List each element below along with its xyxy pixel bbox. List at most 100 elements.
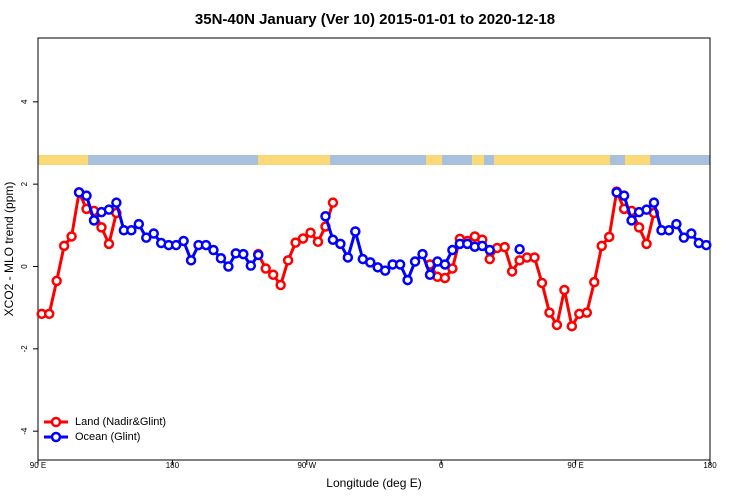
data-point [290, 237, 301, 248]
legend-label: Ocean (Glint) [75, 431, 140, 443]
data-point [365, 257, 376, 268]
y-tick-label: 2 [20, 181, 29, 186]
data-point [185, 255, 197, 266]
x-axis-label: Longitude (deg E) [326, 476, 421, 490]
data-point [141, 232, 152, 243]
land-segment [258, 155, 330, 165]
series [36, 186, 660, 332]
data-point [320, 211, 331, 222]
data-point [81, 190, 92, 201]
data-point [439, 259, 451, 270]
data-point [663, 225, 675, 236]
land-segment [625, 155, 650, 165]
data-point [402, 274, 413, 286]
x-tick-label: 180 [166, 461, 180, 470]
data-point [536, 277, 548, 289]
data-point [514, 243, 525, 255]
data-point [178, 235, 189, 247]
chart-title: 35N-40N January (Ver 10) 2015-01-01 to 2… [195, 11, 555, 28]
data-point [671, 218, 682, 230]
data-point [484, 244, 495, 256]
data-point [566, 320, 578, 332]
land-segment [472, 155, 484, 165]
data-point [66, 231, 77, 242]
land-segment [38, 155, 88, 165]
data-point [305, 227, 316, 238]
data-point [544, 307, 555, 318]
land-segment [426, 155, 442, 165]
data-point [327, 197, 339, 208]
x-tick-label: 90 E [30, 461, 46, 470]
x-tick-label: 90 E [567, 461, 583, 470]
data-point [701, 239, 712, 251]
data-point [88, 215, 100, 226]
series [73, 187, 712, 286]
data-point [312, 236, 324, 248]
data-point [447, 263, 458, 274]
data-point [208, 244, 219, 256]
data-point [641, 238, 652, 250]
data-point [686, 228, 697, 239]
data-point [103, 238, 115, 250]
data-point [581, 307, 593, 318]
y-tick-label: -4 [20, 427, 29, 435]
data-point [626, 215, 637, 226]
data-point [260, 263, 271, 274]
data-point [551, 319, 563, 331]
x-tick-label: 0 [439, 461, 444, 470]
data-point [394, 259, 406, 270]
land-strip [38, 155, 710, 165]
data-point [350, 226, 361, 237]
y-tick-label: 4 [20, 99, 29, 104]
data-point [51, 275, 62, 287]
data-point [484, 253, 495, 265]
data-point [170, 239, 182, 251]
data-point [477, 240, 488, 252]
data-point [43, 308, 55, 320]
x-tick-label: 90 W [297, 461, 316, 470]
data-point [111, 197, 122, 208]
data-point [589, 276, 600, 288]
data-point [641, 204, 652, 215]
y-axis-label: XCO2 - MLO trend (ppm) [2, 182, 16, 317]
data-point [379, 265, 391, 276]
data-point [327, 234, 339, 245]
data-point [506, 266, 518, 277]
data-point [133, 218, 145, 230]
data-point [335, 238, 346, 250]
land-segment [494, 155, 610, 165]
data-point [200, 239, 212, 251]
data-point [409, 256, 421, 267]
data-point [342, 252, 354, 263]
data-point [417, 248, 428, 260]
y-tick-label: 0 [20, 264, 29, 269]
legend-marker [50, 431, 62, 443]
legend-marker [50, 416, 62, 428]
data-point [603, 231, 615, 243]
data-point [275, 279, 286, 291]
data-point [282, 255, 294, 266]
data-point [267, 269, 279, 280]
data-point [439, 272, 451, 284]
data-point [648, 197, 660, 208]
y-tick-label: -2 [20, 345, 29, 353]
legend-label: Land (Nadir&Glint) [75, 416, 166, 428]
data-point [424, 269, 436, 280]
plot-frame [37, 37, 711, 461]
data-point [559, 284, 570, 296]
ocean-strip [38, 155, 710, 165]
data-point [297, 233, 309, 244]
data-point [126, 225, 137, 236]
x-tick-label: 180 [703, 461, 717, 470]
data-point [447, 244, 458, 256]
data-point [96, 222, 107, 233]
data-point [58, 240, 70, 252]
data-point [223, 261, 234, 272]
data-point [529, 252, 540, 263]
data-point [215, 253, 227, 264]
data-point [678, 232, 690, 243]
data-point [245, 260, 257, 271]
data-point [618, 190, 630, 201]
